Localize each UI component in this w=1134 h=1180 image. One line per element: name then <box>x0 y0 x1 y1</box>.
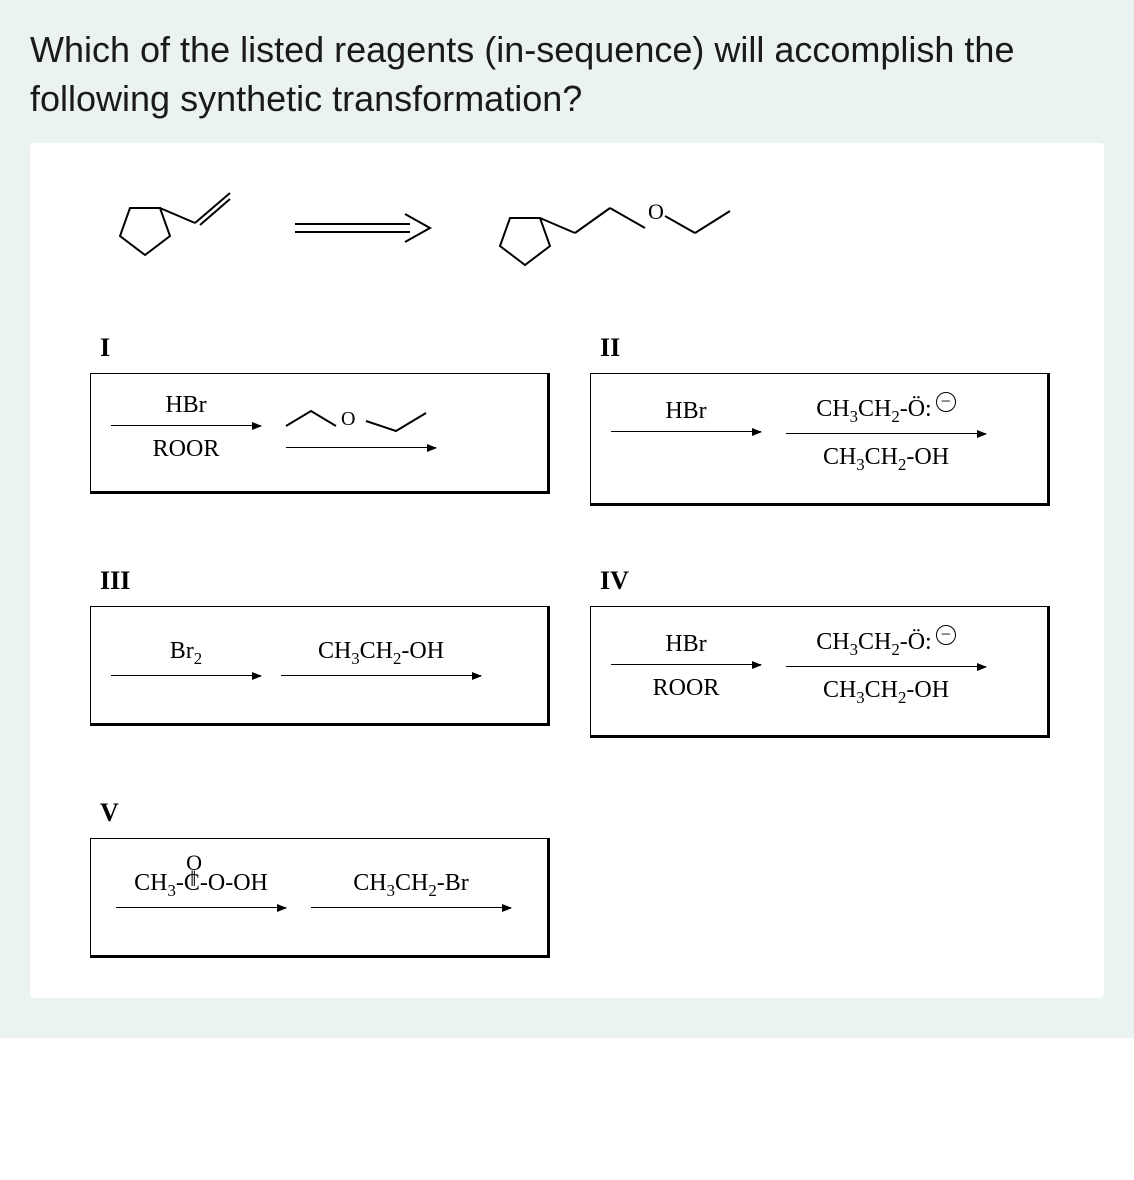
option-label: V <box>100 798 550 828</box>
reagent-text: CH3CH2-OH <box>823 677 949 708</box>
option-box: HBr ROOR CH3CH2-Ö:− CH3CH2-OH <box>590 606 1050 739</box>
transform-arrow-icon <box>290 208 440 248</box>
option-box: HBr CH3CH2-Ö:− CH3CH2-OH <box>590 373 1050 506</box>
reagent-step2: O <box>281 401 441 454</box>
reagent-text: ROOR <box>153 436 220 463</box>
reagent-step2: CH3CH2-Ö:− CH3CH2-OH <box>781 392 991 475</box>
product-structure: O <box>470 173 770 283</box>
option-IV[interactable]: IV HBr ROOR CH3CH2-Ö:− CH3CH2-OH <box>590 566 1050 739</box>
question-text: Which of the listed reagents (in-sequenc… <box>30 26 1104 123</box>
reagent-text: CH3CH2-OH <box>318 638 444 669</box>
reagent-step2: CH3CH2-OH <box>281 638 481 682</box>
reagent-step1: HBr ROOR <box>611 631 761 702</box>
diethyl-ether-structure: O <box>281 401 441 441</box>
option-box: HBr ROOR O <box>90 373 550 494</box>
option-label: II <box>600 333 1050 363</box>
reagent-text: CH3CH2-OH <box>823 444 949 475</box>
reagent-text: HBr <box>665 631 706 658</box>
reagent-step1: O ‖ CH3-C-O-OH <box>111 870 291 914</box>
option-box: Br2 CH3CH2-OH <box>90 606 550 726</box>
options-grid: I HBr ROOR O <box>90 333 1044 958</box>
option-V[interactable]: V O ‖ CH3-C-O-OH CH3CH2-Br <box>90 798 550 958</box>
reagent-step2: CH3CH2-Br <box>311 870 511 914</box>
svg-text:O: O <box>341 408 355 430</box>
transformation-row: O <box>90 173 1044 283</box>
reagent-step2: CH3CH2-Ö:− CH3CH2-OH <box>781 625 991 708</box>
reagent-step1: HBr ROOR <box>111 392 261 463</box>
option-III[interactable]: III Br2 CH3CH2-OH <box>90 566 550 739</box>
reagent-text: HBr <box>165 392 206 419</box>
option-label: III <box>100 566 550 596</box>
option-I[interactable]: I HBr ROOR O <box>90 333 550 506</box>
svg-text:O: O <box>648 199 664 224</box>
reagent-text: HBr <box>665 398 706 425</box>
option-label: IV <box>600 566 1050 596</box>
reagent-text: CH3CH2-Ö:− <box>816 392 955 427</box>
reagent-step1: Br2 <box>111 638 261 682</box>
option-box: O ‖ CH3-C-O-OH CH3CH2-Br <box>90 838 550 958</box>
reagent-text: O ‖ CH3-C-O-OH <box>134 870 268 901</box>
reagent-text: CH3CH2-Ö:− <box>816 625 955 660</box>
option-II[interactable]: II HBr CH3CH2-Ö:− CH3CH2-OH <box>590 333 1050 506</box>
reagent-text: ROOR <box>653 675 720 702</box>
reagent-step1: HBr <box>611 398 761 469</box>
option-label: I <box>100 333 550 363</box>
diagram-area: O I HBr ROOR <box>30 143 1104 998</box>
reagent-text: Br2 <box>170 638 202 669</box>
question-panel: Which of the listed reagents (in-sequenc… <box>0 0 1134 1038</box>
reagent-text: CH3CH2-Br <box>353 870 468 901</box>
start-structure <box>90 173 260 283</box>
reagent-text <box>683 442 689 469</box>
